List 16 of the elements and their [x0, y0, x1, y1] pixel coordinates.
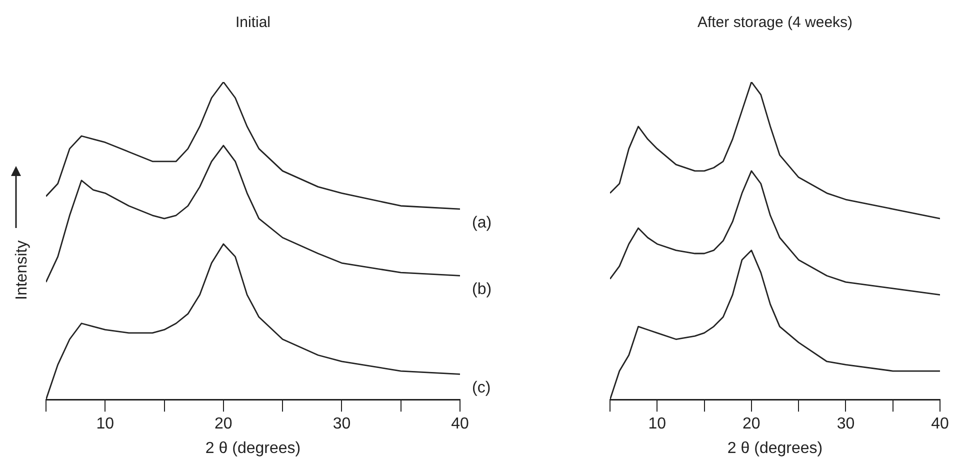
x-tick-label: 20: [214, 416, 232, 433]
x-tick-label: 40: [451, 416, 469, 433]
x-tick-label: 10: [648, 416, 666, 433]
y-axis-title: Intensity: [13, 240, 30, 300]
x-tick-label: 30: [836, 416, 855, 433]
x-tick-label: 40: [931, 416, 949, 433]
x-tick-label: 20: [742, 416, 760, 433]
chart-title: After storage (4 weeks): [697, 14, 853, 32]
x-axis-title: 2 θ (degrees): [205, 440, 301, 457]
series-label: (b): [472, 281, 492, 298]
x-axis-title: 2 θ (degrees): [727, 440, 823, 457]
series-label: (c): [472, 380, 491, 397]
x-tick-label: 30: [332, 416, 351, 433]
series-label: (a): [472, 214, 492, 232]
x-tick-label: 10: [96, 416, 114, 433]
chart-title: Initial: [235, 14, 271, 32]
